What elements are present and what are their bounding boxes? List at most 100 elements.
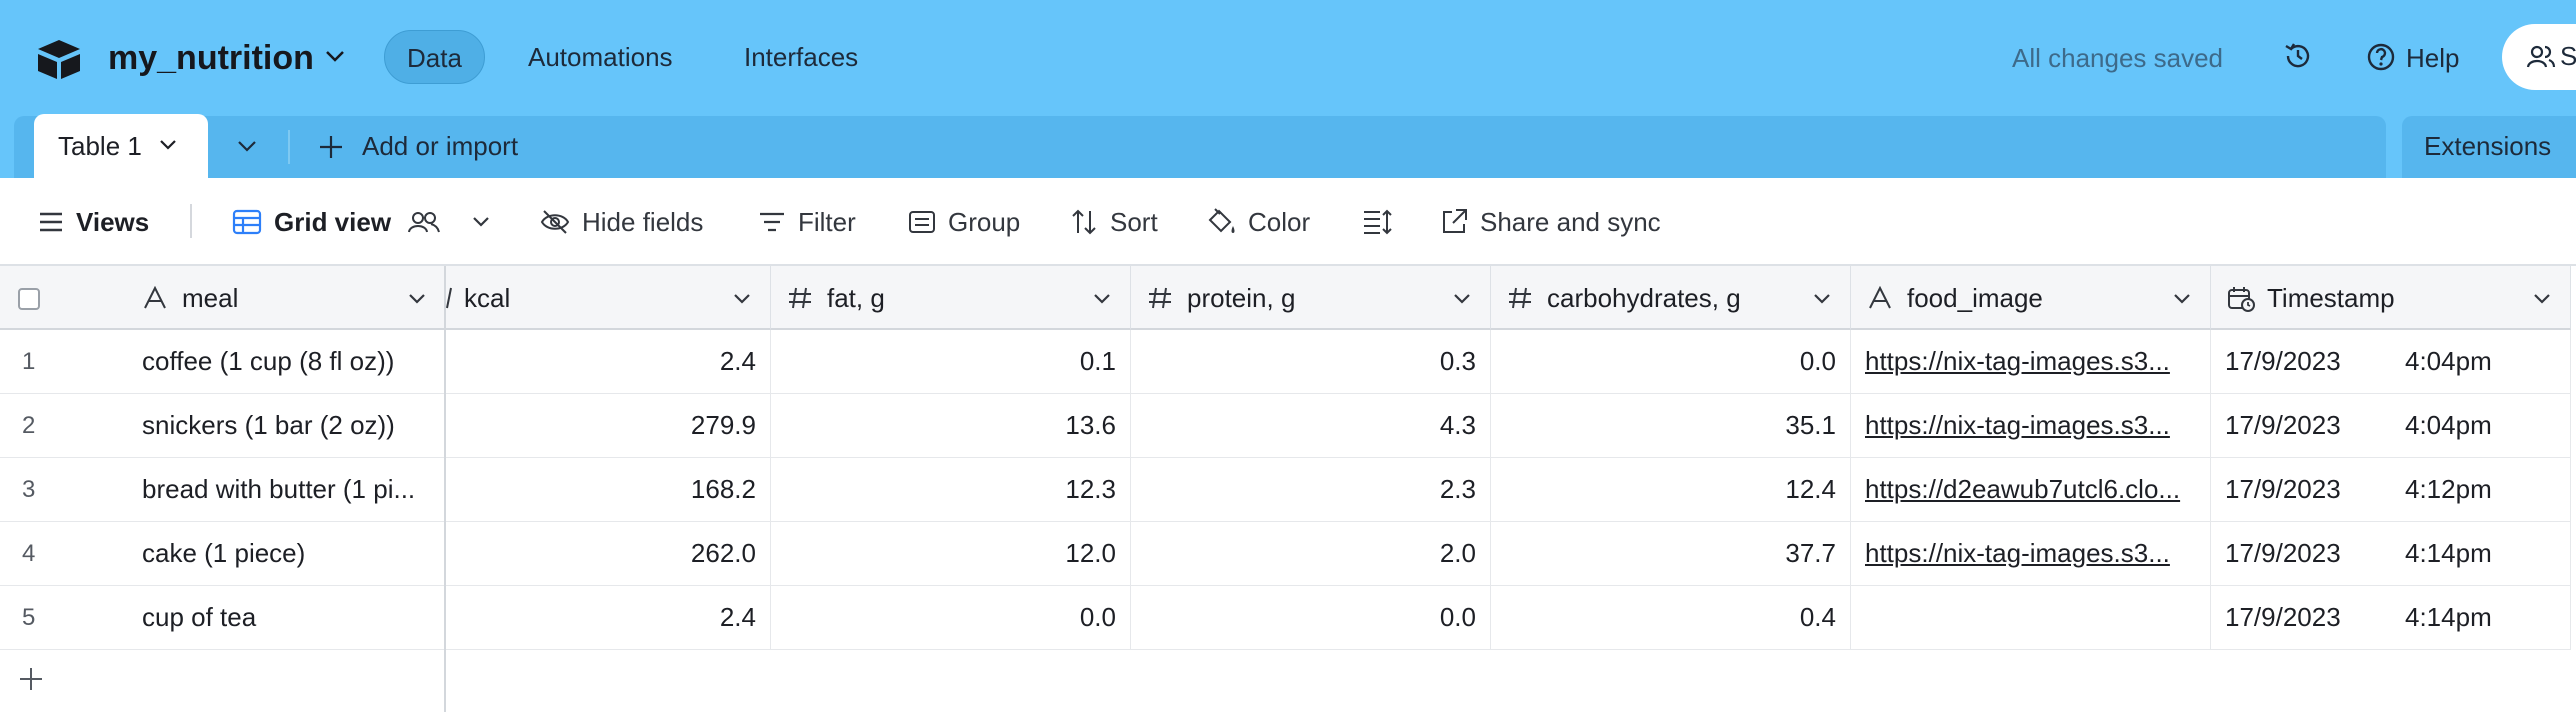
timestamp-date: 17/9/2023 bbox=[2225, 346, 2341, 376]
row-header-cell[interactable]: 2 snickers (1 bar (2 oz)) bbox=[0, 394, 446, 458]
row-height-icon bbox=[1364, 209, 1392, 235]
kcal-cell[interactable]: 279.9 bbox=[446, 394, 771, 458]
nav-interfaces[interactable]: Interfaces bbox=[744, 42, 859, 72]
protein-cell[interactable]: 4.3 bbox=[1131, 394, 1491, 458]
sort-button[interactable]: Sort bbox=[1070, 204, 1158, 240]
food-image-cell[interactable]: https://nix-tag-images.s3... bbox=[1851, 522, 2211, 586]
kcal-cell[interactable]: 168.2 bbox=[446, 458, 771, 522]
meal-cell[interactable]: coffee (1 cup (8 fl oz)) bbox=[142, 346, 395, 376]
column-header-fat[interactable]: fat, g bbox=[771, 266, 1131, 330]
chevron-down-icon[interactable] bbox=[407, 292, 427, 306]
food-image-cell[interactable]: https://d2eawub7utcl6.clo... bbox=[1851, 458, 2211, 522]
protein-cell[interactable]: 2.0 bbox=[1131, 522, 1491, 586]
meal-cell[interactable]: snickers (1 bar (2 oz)) bbox=[142, 410, 395, 440]
kcal-cell[interactable]: 2.4 bbox=[446, 586, 771, 650]
timestamp-cell[interactable]: 17/9/2023 4:14pm bbox=[2211, 522, 2571, 586]
row-header-cell[interactable]: 1 coffee (1 cup (8 fl oz)) bbox=[0, 330, 446, 394]
food-image-link[interactable]: https://nix-tag-images.s3... bbox=[1865, 538, 2170, 568]
row-header-cell[interactable]: 4 cake (1 piece) bbox=[0, 522, 446, 586]
views-button[interactable]: Views bbox=[38, 204, 149, 240]
chevron-down-icon[interactable] bbox=[158, 138, 178, 152]
column-label: kcal bbox=[464, 283, 511, 313]
food-image-cell[interactable]: https://nix-tag-images.s3... bbox=[1851, 394, 2211, 458]
nav-automations[interactable]: Automations bbox=[528, 42, 673, 72]
timestamp-time: 4:04pm bbox=[2405, 346, 2492, 376]
chevron-down-icon[interactable] bbox=[732, 292, 752, 306]
group-icon bbox=[909, 211, 935, 233]
carbohydrates-cell[interactable]: 0.4 bbox=[1491, 586, 1851, 650]
grid-view-button[interactable]: Grid view bbox=[232, 204, 503, 240]
protein-cell[interactable]: 0.3 bbox=[1131, 330, 1491, 394]
column-header-protein[interactable]: protein, g bbox=[1131, 266, 1491, 330]
carbohydrates-cell[interactable]: 12.4 bbox=[1491, 458, 1851, 522]
help-icon[interactable] bbox=[2366, 42, 2396, 72]
meal-cell[interactable]: cake (1 piece) bbox=[142, 538, 306, 568]
eye-off-icon bbox=[540, 210, 570, 234]
column-header-timestamp[interactable]: Timestamp bbox=[2211, 266, 2571, 330]
column-header-kcal[interactable]: kcal bbox=[446, 266, 771, 330]
frozen-column-divider[interactable] bbox=[444, 266, 446, 712]
column-label: protein, g bbox=[1187, 283, 1296, 313]
more-tables-chevron-icon[interactable] bbox=[236, 138, 258, 154]
hide-fields-button[interactable]: Hide fields bbox=[540, 204, 703, 240]
chevron-down-icon[interactable] bbox=[1452, 292, 1472, 306]
extensions-button[interactable]: Extensions bbox=[2402, 116, 2576, 178]
food-image-cell[interactable]: https://nix-tag-images.s3... bbox=[1851, 330, 2211, 394]
meal-cell[interactable]: bread with butter (1 pi... bbox=[142, 474, 416, 504]
row-number: 4 bbox=[22, 540, 36, 567]
timestamp-cell[interactable]: 17/9/2023 4:12pm bbox=[2211, 458, 2571, 522]
timestamp-cell[interactable]: 17/9/2023 4:14pm bbox=[2211, 586, 2571, 650]
fat-cell[interactable]: 0.0 bbox=[771, 586, 1131, 650]
help-button[interactable]: Help bbox=[2406, 43, 2460, 73]
timestamp-cell[interactable]: 17/9/2023 4:04pm bbox=[2211, 330, 2571, 394]
share-and-sync-button[interactable]: Share and sync bbox=[1440, 204, 1661, 240]
food-image-link[interactable]: https://d2eawub7utcl6.clo... bbox=[1865, 474, 2181, 504]
carbohydrates-cell[interactable]: 35.1 bbox=[1491, 394, 1851, 458]
chevron-down-icon[interactable] bbox=[2532, 292, 2552, 306]
carbohydrates-cell[interactable]: 37.7 bbox=[1491, 522, 1851, 586]
chevron-down-icon[interactable] bbox=[324, 48, 346, 64]
plus-icon[interactable] bbox=[318, 134, 344, 160]
column-header-food-image[interactable]: food_image bbox=[1851, 266, 2211, 330]
row-header-cell[interactable]: 3 bread with butter (1 pi... bbox=[0, 458, 446, 522]
protein-cell[interactable]: 0.0 bbox=[1131, 586, 1491, 650]
add-or-import-button[interactable]: Add or import bbox=[362, 131, 519, 161]
color-button[interactable]: Color bbox=[1206, 204, 1310, 240]
fat-cell[interactable]: 12.3 bbox=[771, 458, 1131, 522]
base-logo-icon[interactable] bbox=[36, 38, 82, 80]
base-name[interactable]: my_nutrition bbox=[108, 39, 314, 77]
hide-fields-label: Hide fields bbox=[582, 206, 704, 237]
nav-data[interactable]: Data bbox=[384, 30, 485, 84]
chevron-down-icon[interactable] bbox=[1092, 292, 1112, 306]
timestamp-date: 17/9/2023 bbox=[2225, 474, 2341, 504]
chevron-down-icon[interactable] bbox=[2172, 292, 2192, 306]
history-icon[interactable] bbox=[2282, 40, 2314, 72]
fat-cell[interactable]: 13.6 bbox=[771, 394, 1131, 458]
chevron-down-icon[interactable] bbox=[1812, 292, 1832, 306]
add-row-plus-icon[interactable] bbox=[16, 664, 46, 694]
protein-cell[interactable]: 2.3 bbox=[1131, 458, 1491, 522]
timestamp-cell[interactable]: 17/9/2023 4:04pm bbox=[2211, 394, 2571, 458]
fat-cell[interactable]: 0.1 bbox=[771, 330, 1131, 394]
timestamp-date: 17/9/2023 bbox=[2225, 602, 2341, 632]
tab-table-1[interactable]: Table 1 bbox=[34, 114, 208, 178]
share-button[interactable]: S bbox=[2502, 24, 2576, 90]
grid-icon bbox=[232, 209, 262, 235]
row-height-button[interactable] bbox=[1362, 204, 1404, 240]
food-image-link[interactable]: https://nix-tag-images.s3... bbox=[1865, 410, 2170, 440]
kcal-cell[interactable]: 2.4 bbox=[446, 330, 771, 394]
food-image-link[interactable]: https://nix-tag-images.s3... bbox=[1865, 346, 2170, 376]
column-label: meal bbox=[182, 283, 239, 313]
filter-button[interactable]: Filter bbox=[758, 204, 856, 240]
fat-cell[interactable]: 12.0 bbox=[771, 522, 1131, 586]
row-header-cell[interactable]: 5 cup of tea bbox=[0, 586, 446, 650]
group-button[interactable]: Group bbox=[908, 204, 1020, 240]
column-header-carbohydrates[interactable]: carbohydrates, g bbox=[1491, 266, 1851, 330]
carbohydrates-cell[interactable]: 0.0 bbox=[1491, 330, 1851, 394]
select-all-checkbox[interactable] bbox=[18, 288, 40, 310]
users-icon bbox=[2526, 45, 2556, 68]
column-header-meal[interactable]: meal bbox=[0, 266, 446, 330]
food-image-cell[interactable] bbox=[1851, 586, 2211, 650]
kcal-cell[interactable]: 262.0 bbox=[446, 522, 771, 586]
meal-cell[interactable]: cup of tea bbox=[142, 602, 257, 632]
